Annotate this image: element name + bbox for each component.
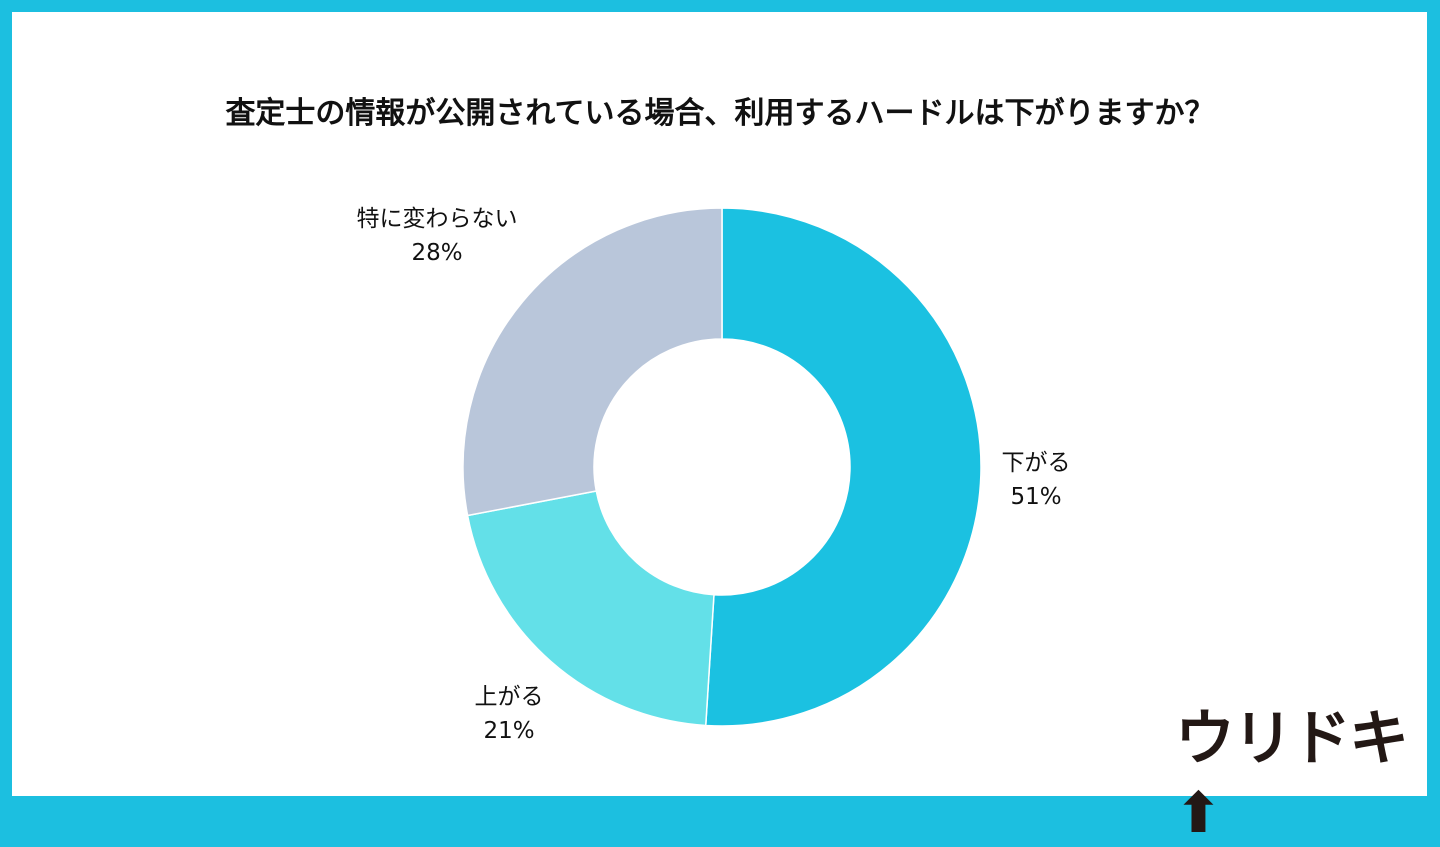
slice-label-value: 21% xyxy=(483,718,535,744)
slice-label-text: 下がる xyxy=(1001,450,1071,476)
slice-label-2: 特に変わらない 28% xyxy=(337,202,537,270)
logo-text: ウリドキ xyxy=(1175,704,1409,774)
donut-chart xyxy=(462,207,982,727)
slice-label-1: 上がる 21% xyxy=(409,680,609,748)
donut-slice-1 xyxy=(466,490,715,727)
slice-label-text: 特に変わらない xyxy=(356,206,518,232)
chart-title: 査定士の情報が公開されている場合、利用するハードルは下がりますか？ xyxy=(225,96,1215,131)
slice-label-value: 28% xyxy=(411,240,463,266)
donut-slice-0 xyxy=(704,207,982,727)
up-arrow-icon: ⬆ xyxy=(1175,781,1222,846)
slice-label-text: 上がる xyxy=(474,684,544,710)
uridoki-logo: ウリドキ ⬆ xyxy=(1175,690,1440,847)
slice-label-0: 下がる 51% xyxy=(936,446,1136,514)
slice-label-value: 51% xyxy=(1010,484,1062,510)
donut-slice-2 xyxy=(462,207,723,517)
